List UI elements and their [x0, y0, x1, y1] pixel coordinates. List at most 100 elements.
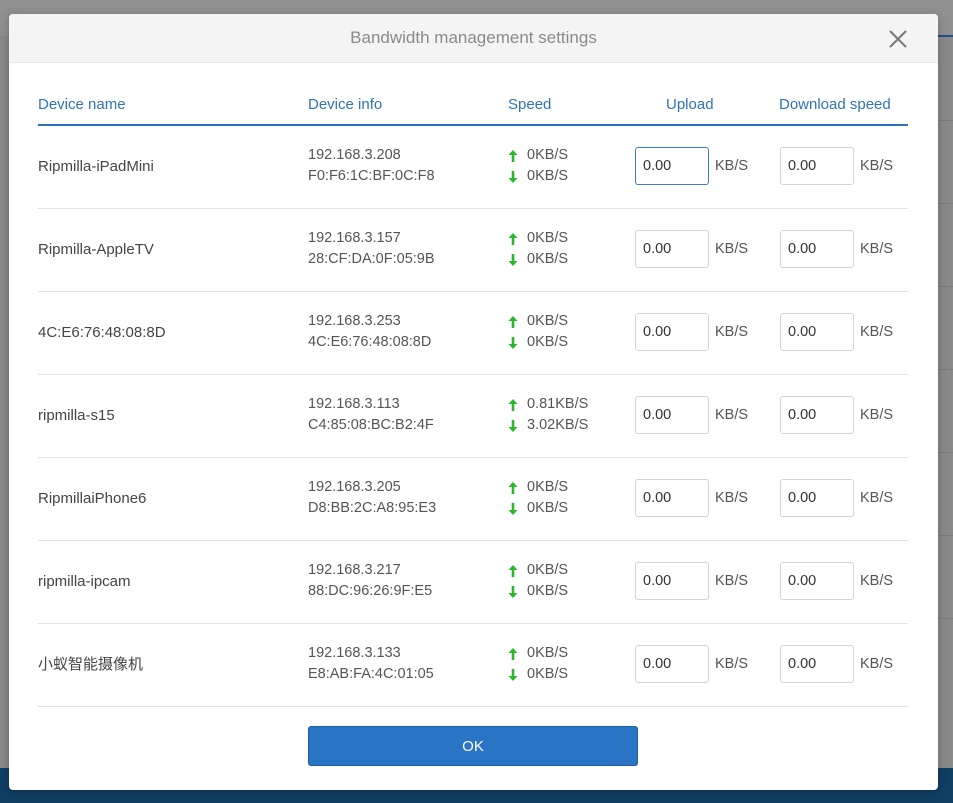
device-mac: 28:CF:DA:0F:05:9B — [308, 251, 435, 267]
upload-speed-value: 0.81KB/S — [527, 396, 589, 412]
download-unit: KB/S — [860, 324, 894, 340]
download-unit: KB/S — [860, 490, 894, 506]
download-limit-input[interactable] — [780, 230, 854, 268]
device-speed: 0.81KB/S 3.02KB/S — [508, 394, 588, 436]
arrow-up-icon — [508, 643, 520, 664]
table-row: Ripmilla-iPadMini 192.168.3.208 F0:F6:1C:B… — [38, 126, 908, 209]
upload-unit: KB/S — [715, 490, 749, 506]
upload-speed-value: 0KB/S — [527, 645, 569, 661]
device-speed: 0KB/S 0KB/S — [508, 560, 568, 602]
column-header-download: Download speed — [779, 96, 891, 113]
device-info: 192.168.3.205 D8:BB:2C:A8:95:E3 — [308, 477, 436, 519]
upload-unit: KB/S — [715, 656, 749, 672]
device-ip: 192.168.3.217 — [308, 562, 401, 578]
upload-unit: KB/S — [715, 158, 749, 174]
download-unit: KB/S — [860, 158, 894, 174]
device-speed: 0KB/S 0KB/S — [508, 228, 568, 270]
upload-speed-line: 0KB/S — [508, 477, 568, 498]
background-row-divider — [938, 369, 953, 370]
device-info: 192.168.3.217 88:DC:96:26:9F:E5 — [308, 560, 432, 602]
upload-limit-input[interactable] — [635, 230, 709, 268]
background-row-divider — [938, 452, 953, 453]
ok-button[interactable]: OK — [308, 726, 638, 766]
device-speed: 0KB/S 0KB/S — [508, 145, 568, 187]
device-info: 192.168.3.133 E8:AB:FA:4C:01:05 — [308, 643, 434, 685]
table-row: 小蚁智能摄像机 192.168.3.133 E8:AB:FA:4C:01:05 0KB… — [38, 624, 908, 707]
table-row: 4C:E6:76:48:08:8D 192.168.3.253 4C:E6:76:4… — [38, 292, 908, 375]
download-speed-line: 0KB/S — [508, 498, 568, 519]
device-speed: 0KB/S 0KB/S — [508, 311, 568, 353]
background-row-divider — [938, 203, 953, 204]
arrow-down-icon — [508, 581, 520, 602]
download-speed-value: 0KB/S — [527, 168, 569, 184]
upload-unit: KB/S — [715, 324, 749, 340]
arrow-up-icon — [508, 145, 520, 166]
arrow-down-icon — [508, 415, 520, 436]
bandwidth-settings-dialog: Bandwidth management settings Device nam… — [9, 14, 938, 790]
close-button[interactable] — [885, 26, 911, 52]
device-ip: 192.168.3.205 — [308, 479, 401, 495]
upload-speed-value: 0KB/S — [527, 562, 569, 578]
device-name: 4C:E6:76:48:08:8D — [38, 324, 166, 341]
table-row: RipmillaiPhone6 192.168.3.205 D8:BB:2C:A8:… — [38, 458, 908, 541]
download-limit-input[interactable] — [780, 562, 854, 600]
column-header-upload: Upload — [666, 96, 714, 113]
dialog-header: Bandwidth management settings — [9, 14, 938, 63]
arrow-up-icon — [508, 311, 520, 332]
download-limit-input[interactable] — [780, 479, 854, 517]
upload-limit-input[interactable] — [635, 479, 709, 517]
device-ip: 192.168.3.113 — [308, 396, 400, 412]
download-limit-input[interactable] — [780, 147, 854, 185]
download-speed-value: 0KB/S — [527, 334, 569, 350]
background-row-divider — [938, 618, 953, 619]
device-info: 192.168.3.253 4C:E6:76:48:08:8D — [308, 311, 431, 353]
device-mac: 4C:E6:76:48:08:8D — [308, 334, 432, 350]
close-icon — [889, 30, 907, 48]
upload-speed-line: 0KB/S — [508, 145, 568, 166]
upload-limit-input[interactable] — [635, 396, 709, 434]
column-header-device-name: Device name — [38, 96, 126, 113]
upload-limit-input[interactable] — [635, 562, 709, 600]
upload-speed-line: 0KB/S — [508, 560, 568, 581]
device-name: Ripmilla-iPadMini — [38, 158, 154, 175]
arrow-down-icon — [508, 664, 520, 685]
upload-unit: KB/S — [715, 241, 749, 257]
column-header-device-info: Device info — [308, 96, 383, 113]
column-header-speed: Speed — [508, 96, 552, 113]
device-mac: D8:BB:2C:A8:95:E3 — [308, 500, 437, 516]
download-speed-value: 0KB/S — [527, 666, 569, 682]
device-name: 小蚁智能摄像机 — [38, 656, 144, 673]
download-limit-input[interactable] — [780, 313, 854, 351]
device-info: 192.168.3.157 28:CF:DA:0F:05:9B — [308, 228, 435, 270]
arrow-down-icon — [508, 249, 520, 270]
download-limit-input[interactable] — [780, 645, 854, 683]
device-name: ripmilla-s15 — [38, 407, 115, 424]
download-speed-line: 0KB/S — [508, 249, 568, 270]
upload-speed-line: 0KB/S — [508, 643, 568, 664]
download-speed-line: 0KB/S — [508, 166, 568, 187]
download-speed-value: 0KB/S — [527, 500, 569, 516]
device-mac: E8:AB:FA:4C:01:05 — [308, 666, 434, 682]
upload-limit-input[interactable] — [635, 645, 709, 683]
background-row-divider — [938, 535, 953, 536]
arrow-up-icon — [508, 477, 520, 498]
download-speed-line: 3.02KB/S — [508, 415, 588, 436]
device-name: ripmilla-ipcam — [38, 573, 131, 590]
device-mac: F0:F6:1C:BF:0C:F8 — [308, 168, 435, 184]
table-row: Ripmilla-AppleTV 192.168.3.157 28:CF:DA:0F… — [38, 209, 908, 292]
upload-limit-input[interactable] — [635, 147, 709, 185]
upload-speed-value: 0KB/S — [527, 313, 569, 329]
arrow-up-icon — [508, 560, 520, 581]
device-name: RipmillaiPhone6 — [38, 490, 147, 507]
arrow-up-icon — [508, 228, 520, 249]
upload-speed-value: 0KB/S — [527, 147, 569, 163]
arrow-down-icon — [508, 498, 520, 519]
device-ip: 192.168.3.208 — [308, 147, 401, 163]
download-speed-line: 0KB/S — [508, 332, 568, 353]
upload-speed-line: 0KB/S — [508, 228, 568, 249]
device-ip: 192.168.3.157 — [308, 230, 401, 246]
upload-limit-input[interactable] — [635, 313, 709, 351]
download-limit-input[interactable] — [780, 396, 854, 434]
upload-speed-line: 0KB/S — [508, 311, 568, 332]
background-row-divider — [938, 120, 953, 121]
